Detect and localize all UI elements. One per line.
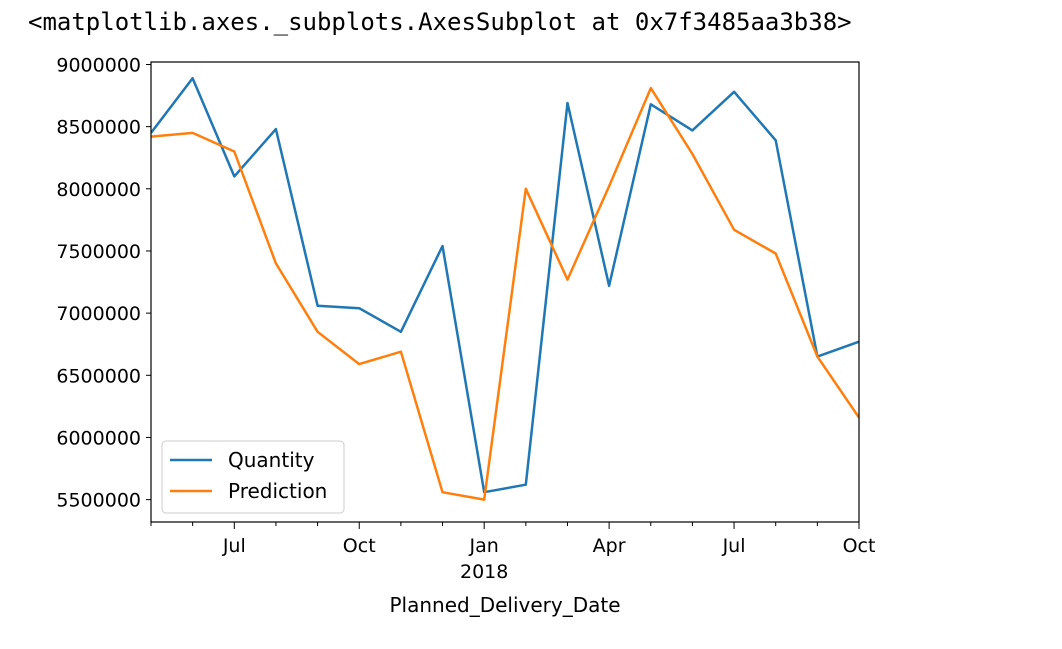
legend-label-prediction: Prediction — [228, 479, 327, 503]
x-tick-label: Oct — [343, 535, 376, 557]
series-lines — [151, 76, 859, 501]
x-axis-ticks: Jul Oct Jan 2018 Apr Jul Oct — [150, 522, 876, 583]
x-axis-label: Planned_Delivery_Date — [389, 593, 620, 617]
x-tick-label: Jul — [222, 535, 246, 557]
y-tick-label: 7500000 — [56, 241, 141, 263]
x-tick-label: Oct — [843, 535, 876, 557]
y-axis-ticks: 5500000 6000000 6500000 7000000 7500000 80000… — [56, 54, 151, 512]
y-tick-label: 6000000 — [56, 427, 141, 449]
series-line-prediction — [151, 86, 859, 501]
plot-frame — [150, 61, 860, 523]
x-tick-label: Apr — [593, 535, 626, 557]
x-tick-label: Jul — [722, 535, 746, 557]
series-line-quantity — [151, 76, 859, 494]
y-tick-label: 7000000 — [56, 303, 141, 325]
legend-label-quantity: Quantity — [228, 448, 315, 472]
y-tick-label: 8500000 — [56, 117, 141, 139]
legend: Quantity Prediction — [161, 440, 345, 514]
y-tick-label: 5500000 — [56, 490, 141, 512]
y-tick-label: 9000000 — [56, 54, 141, 76]
y-tick-label: 8000000 — [56, 179, 141, 201]
x-tick-label: Jan — [469, 535, 499, 557]
x-tick-sublabel: 2018 — [460, 561, 508, 583]
output-repr-text: <matplotlib.axes._subplots.AxesSubplot a… — [28, 8, 852, 36]
y-tick-label: 6500000 — [56, 365, 141, 387]
